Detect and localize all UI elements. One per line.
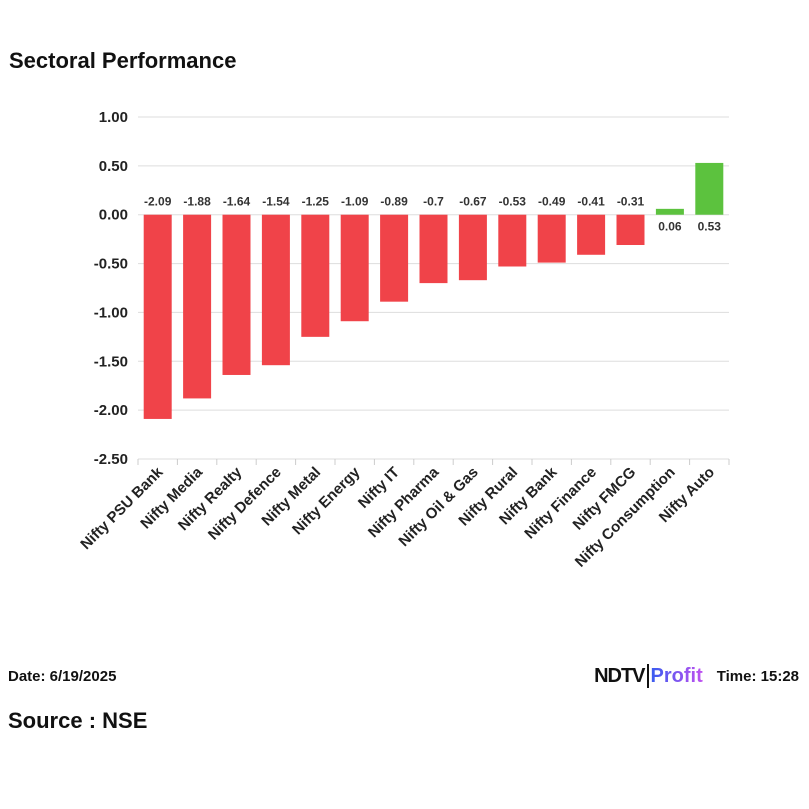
date-label: Date: 6/19/2025 (8, 668, 117, 685)
bar (577, 214, 606, 255)
data-label: -1.25 (302, 195, 330, 209)
bar (183, 214, 212, 399)
bar (616, 214, 645, 246)
data-label: -1.54 (262, 195, 290, 209)
data-label: 0.53 (698, 220, 722, 234)
y-tick-label: -2.50 (94, 451, 128, 468)
data-label: -2.09 (144, 195, 172, 209)
data-label: -0.53 (499, 195, 527, 209)
y-tick-label: -0.50 (94, 256, 128, 273)
chart-title: Sectoral Performance (9, 48, 237, 73)
bar (695, 162, 724, 215)
data-label: -0.31 (617, 195, 645, 209)
ndtv-profit-logo: NDTV Profit (594, 664, 703, 688)
y-tick-label: 1.00 (99, 109, 128, 126)
data-label: -1.64 (223, 195, 251, 209)
data-label: -1.09 (341, 195, 369, 209)
bar (340, 214, 369, 322)
y-tick-label: 0.50 (99, 158, 128, 175)
y-tick-label: -1.00 (94, 304, 128, 321)
footer-right: NDTV Profit Time: 15:28 (594, 664, 799, 688)
data-label: -1.88 (183, 195, 211, 209)
bar (143, 214, 172, 419)
source-label: Source : NSE (8, 708, 148, 733)
data-label: -0.7 (423, 195, 444, 209)
data-label: -0.49 (538, 195, 566, 209)
bar (301, 214, 330, 337)
bar (419, 214, 448, 284)
bar (655, 208, 684, 215)
data-label: -0.41 (577, 195, 605, 209)
bar (498, 214, 527, 267)
y-tick-label: -1.50 (94, 353, 128, 370)
data-label: -0.89 (380, 195, 408, 209)
bar (380, 214, 409, 302)
time-label: Time: 15:28 (716, 667, 799, 685)
bar (222, 214, 251, 375)
bar (261, 214, 290, 366)
y-tick-label: 0.00 (99, 207, 128, 224)
y-tick-label: -2.00 (94, 402, 128, 419)
data-label: -0.67 (459, 195, 487, 209)
bar (537, 214, 566, 263)
data-label: 0.06 (658, 220, 682, 234)
bar (458, 214, 487, 281)
